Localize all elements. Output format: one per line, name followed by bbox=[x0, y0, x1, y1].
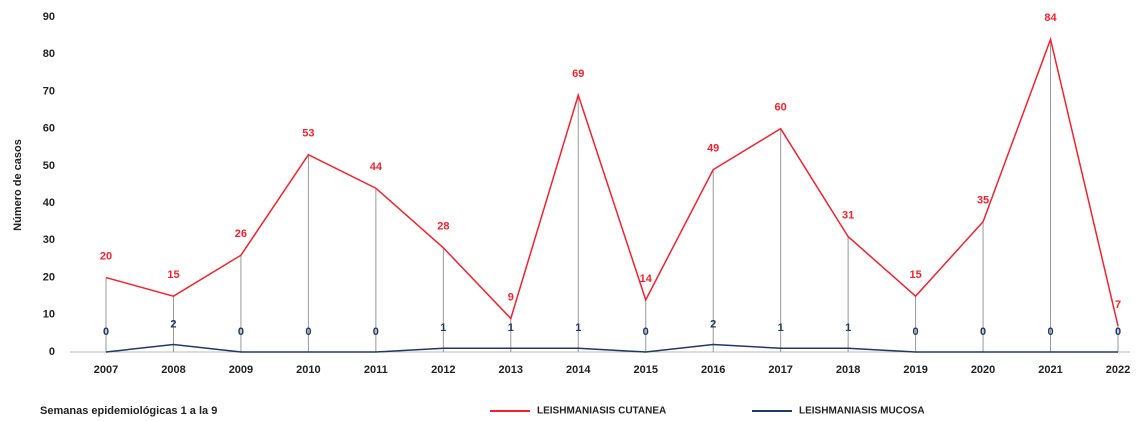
x-tick-label: 2022 bbox=[1106, 364, 1130, 376]
data-label: 0 bbox=[1047, 326, 1053, 338]
data-label: 60 bbox=[775, 102, 787, 114]
data-label: 26 bbox=[235, 228, 247, 240]
data-label: 1 bbox=[845, 322, 851, 334]
x-tick-label: 2010 bbox=[296, 364, 320, 376]
y-tick-label: 70 bbox=[43, 85, 55, 97]
y-tick-label: 0 bbox=[49, 346, 55, 358]
data-label: 0 bbox=[103, 326, 109, 338]
data-label: 0 bbox=[238, 326, 244, 338]
y-tick-label: 50 bbox=[43, 160, 55, 172]
data-label: 2 bbox=[710, 318, 716, 330]
data-label: 7 bbox=[1115, 299, 1121, 311]
x-tick-label: 2016 bbox=[701, 364, 725, 376]
x-tick-label: 2018 bbox=[836, 364, 860, 376]
y-tick-label: 20 bbox=[43, 271, 55, 283]
x-tick-label: 2008 bbox=[161, 364, 185, 376]
x-tick-label: 2015 bbox=[633, 364, 657, 376]
data-label: 84 bbox=[1044, 12, 1057, 24]
data-label: 35 bbox=[977, 195, 989, 207]
y-axis-label: Número de casos bbox=[12, 139, 24, 231]
x-tick-label: 2007 bbox=[94, 364, 118, 376]
data-label: 14 bbox=[640, 273, 653, 285]
y-tick-label: 60 bbox=[43, 123, 55, 135]
x-tick-label: 2014 bbox=[566, 364, 591, 376]
data-label: 28 bbox=[437, 221, 449, 233]
x-tick-label: 2009 bbox=[229, 364, 253, 376]
data-label: 15 bbox=[167, 269, 179, 281]
series-line bbox=[105, 343, 1118, 353]
data-label: 1 bbox=[508, 322, 514, 334]
data-label: 31 bbox=[842, 210, 854, 222]
y-tick-label: 80 bbox=[43, 48, 55, 60]
x-tick-label: 2012 bbox=[431, 364, 455, 376]
x-tick-label: 2019 bbox=[903, 364, 927, 376]
data-label: 49 bbox=[707, 143, 719, 155]
data-label: 0 bbox=[305, 326, 311, 338]
data-label: 0 bbox=[373, 326, 379, 338]
x-tick-label: 2017 bbox=[768, 364, 792, 376]
data-label: 2 bbox=[170, 318, 176, 330]
y-tick-label: 30 bbox=[43, 234, 55, 246]
data-label: 1 bbox=[575, 322, 581, 334]
data-label: 15 bbox=[909, 269, 921, 281]
x-tick-label: 2013 bbox=[499, 364, 523, 376]
series-line bbox=[105, 36, 1119, 327]
data-label: 53 bbox=[302, 128, 314, 140]
y-tick-label: 40 bbox=[43, 197, 55, 209]
x-tick-label: 2021 bbox=[1038, 364, 1062, 376]
data-label: 44 bbox=[370, 161, 383, 173]
data-label: 0 bbox=[980, 326, 986, 338]
data-label: 0 bbox=[643, 326, 649, 338]
x-axis-note: Semanas epidemiológicas 1 a la 9 bbox=[40, 405, 217, 417]
y-tick-label: 90 bbox=[43, 11, 55, 23]
data-label: 1 bbox=[440, 322, 446, 334]
data-label: 9 bbox=[508, 291, 514, 303]
data-label: 0 bbox=[1115, 326, 1121, 338]
data-label: 69 bbox=[572, 68, 584, 80]
data-label: 0 bbox=[913, 326, 919, 338]
data-label: 1 bbox=[778, 322, 784, 334]
data-label: 20 bbox=[100, 250, 112, 262]
y-tick-label: 10 bbox=[43, 309, 55, 321]
x-tick-label: 2011 bbox=[364, 364, 388, 376]
legend-label: LEISHMANIASIS MUCOSA bbox=[799, 406, 925, 417]
x-tick-label: 2020 bbox=[971, 364, 995, 376]
legend-label: LEISHMANIASIS CUTANEA bbox=[537, 406, 666, 417]
